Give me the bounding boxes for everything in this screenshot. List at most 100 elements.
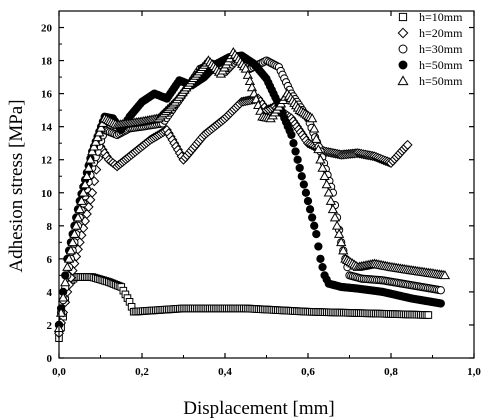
legend-label: h=50mm bbox=[419, 58, 463, 72]
data-point bbox=[69, 228, 80, 238]
series-5 bbox=[53, 47, 451, 333]
data-point bbox=[336, 237, 347, 247]
legend-entry: h=50mm bbox=[397, 74, 463, 88]
data-point bbox=[293, 155, 302, 164]
y-tick-label: 14 bbox=[41, 122, 53, 134]
data-point bbox=[299, 180, 308, 189]
y-tick-label: 4 bbox=[47, 287, 53, 299]
data-point bbox=[329, 212, 341, 222]
data-point bbox=[297, 172, 306, 181]
data-point bbox=[314, 242, 323, 251]
data-point bbox=[436, 299, 445, 308]
data-point bbox=[94, 127, 105, 137]
y-tick-label: 12 bbox=[41, 155, 53, 167]
data-point bbox=[309, 123, 320, 133]
data-point bbox=[308, 213, 317, 222]
data-point bbox=[88, 141, 100, 151]
y-axis-title: Adhesion stress [MPa] bbox=[6, 99, 27, 272]
legend-entry: h=10mm bbox=[398, 10, 463, 24]
data-point bbox=[67, 237, 78, 247]
data-point bbox=[318, 262, 327, 272]
legend-marker bbox=[397, 27, 409, 39]
y-tick-label: 2 bbox=[47, 320, 53, 332]
data-point bbox=[312, 229, 321, 239]
data-point bbox=[338, 245, 349, 255]
data-point bbox=[317, 162, 328, 172]
legend-entry: h=50mm bbox=[398, 58, 463, 72]
y-tick-label: 20 bbox=[41, 23, 53, 35]
data-point bbox=[436, 286, 445, 295]
data-point bbox=[303, 196, 313, 206]
data-point bbox=[311, 133, 322, 143]
y-tick-label: 18 bbox=[41, 56, 53, 68]
data-point bbox=[76, 195, 87, 205]
x-tick-label: 1,0 bbox=[467, 366, 481, 378]
tick-labels: 0,0 0,2 0,4 0,6 0,8 1,0 0 2 4 6 8 10 12 14 16 18 20 bbox=[41, 23, 481, 378]
data-point bbox=[331, 220, 343, 230]
data-point bbox=[58, 292, 69, 302]
data-point bbox=[71, 251, 82, 262]
data-point bbox=[424, 311, 433, 319]
data-point bbox=[307, 113, 318, 123]
x-axis-title: Displacement [mm] bbox=[183, 398, 334, 419]
data-point bbox=[313, 144, 324, 154]
data-point bbox=[301, 188, 311, 197]
y-tick-label: 16 bbox=[41, 89, 53, 101]
data-point bbox=[323, 187, 334, 197]
data-point bbox=[65, 245, 77, 255]
legend-marker bbox=[398, 12, 408, 22]
data-point bbox=[71, 220, 82, 230]
y-tick-label: 0 bbox=[47, 353, 53, 365]
data-point bbox=[85, 154, 96, 164]
data-point bbox=[319, 170, 330, 181]
data-point bbox=[62, 261, 73, 271]
data-point bbox=[310, 221, 319, 230]
legend-label: h=30mm bbox=[419, 42, 463, 56]
data-point bbox=[74, 203, 85, 214]
y-tick-label: 6 bbox=[47, 254, 53, 266]
data-point bbox=[79, 179, 91, 189]
x-tick-label: 0,4 bbox=[218, 366, 232, 378]
data-point bbox=[83, 162, 94, 172]
data-point bbox=[327, 203, 339, 214]
legend: h=10mm h=20mm h=30mm h=50mm h=50mm bbox=[397, 10, 463, 88]
data-point bbox=[325, 195, 336, 205]
data-point bbox=[295, 163, 304, 173]
data-point bbox=[315, 154, 326, 164]
plot-frame bbox=[58, 10, 475, 359]
legend-entry: h=20mm bbox=[397, 26, 463, 40]
legend-entry: h=30mm bbox=[398, 42, 463, 56]
data-point bbox=[87, 146, 98, 156]
legend-marker bbox=[398, 44, 408, 54]
data-point bbox=[439, 270, 451, 280]
data-point bbox=[321, 179, 332, 189]
legend-label: h=20mm bbox=[419, 26, 463, 40]
data-point bbox=[316, 254, 325, 263]
x-tick-label: 0,8 bbox=[384, 366, 398, 378]
data-point bbox=[81, 170, 93, 181]
legend-marker bbox=[397, 75, 409, 86]
data-point bbox=[291, 147, 300, 156]
data-point bbox=[78, 187, 89, 197]
data-point bbox=[60, 277, 71, 287]
data-point bbox=[63, 253, 75, 263]
x-tick-label: 0,0 bbox=[52, 366, 66, 378]
data-point bbox=[333, 228, 345, 238]
y-tick-label: 10 bbox=[41, 188, 53, 200]
legend-label: h=10mm bbox=[419, 10, 463, 24]
data-point bbox=[92, 131, 103, 142]
data-point bbox=[402, 139, 413, 150]
data-point bbox=[289, 139, 298, 148]
x-tick-label: 0,2 bbox=[135, 366, 149, 378]
legend-label: h=50mm bbox=[419, 74, 463, 88]
legend-marker bbox=[398, 60, 408, 70]
data-point bbox=[95, 122, 107, 132]
data-point bbox=[90, 136, 101, 146]
data-point bbox=[305, 205, 315, 214]
y-tick-label: 8 bbox=[47, 221, 53, 233]
data-point bbox=[287, 130, 296, 140]
series-1 bbox=[55, 273, 433, 342]
data-point bbox=[72, 212, 84, 222]
x-tick-label: 0,6 bbox=[301, 366, 315, 378]
